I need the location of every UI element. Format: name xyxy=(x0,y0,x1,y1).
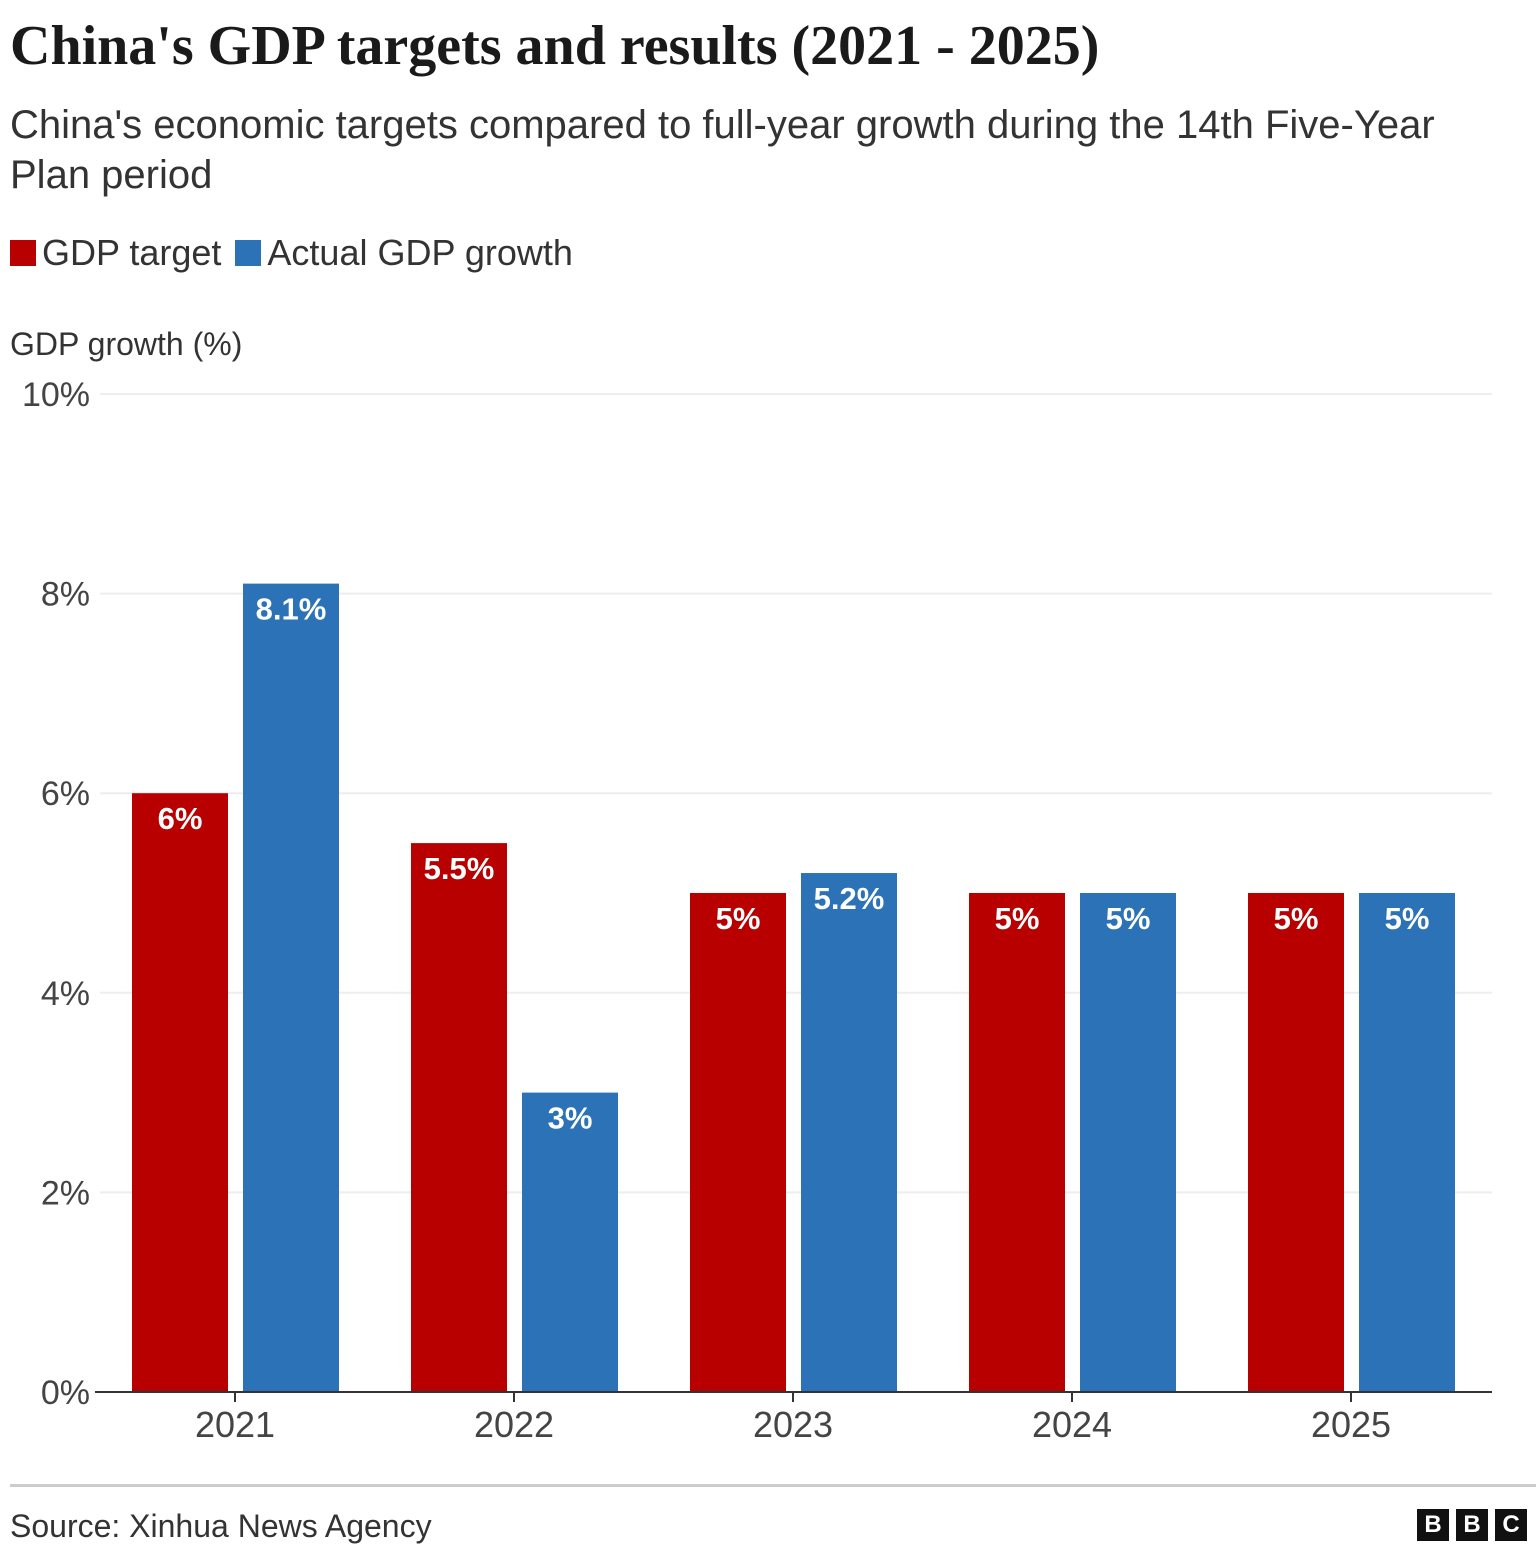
bar-actual-2025 xyxy=(1359,893,1455,1392)
data-label: 5% xyxy=(1106,901,1151,936)
data-label: 6% xyxy=(158,801,203,836)
legend-label: GDP target xyxy=(42,232,222,273)
y-tick-label: 6% xyxy=(41,775,90,813)
bar-target-2023 xyxy=(690,893,786,1392)
data-label: 3% xyxy=(548,1101,593,1136)
data-label: 5% xyxy=(1385,901,1430,936)
bar-actual-2021 xyxy=(243,583,339,1392)
x-tick-label: 2025 xyxy=(1311,1404,1391,1445)
legend-item-gdp-target: GDP target xyxy=(10,232,221,274)
y-tick-label: 4% xyxy=(41,975,90,1013)
data-label: 8.1% xyxy=(256,592,327,627)
bar-target-2024 xyxy=(969,893,1065,1392)
chart-subtitle: China's economic targets compared to ful… xyxy=(10,103,1435,197)
y-axis-label: GDP growth (%) xyxy=(10,326,243,362)
bar-target-2021 xyxy=(132,793,228,1392)
source-text: Source: Xinhua News Agency xyxy=(10,1508,432,1544)
x-tick-label: 2021 xyxy=(195,1404,275,1445)
data-label: 5% xyxy=(995,901,1040,936)
x-tick-label: 2024 xyxy=(1032,1404,1112,1445)
y-tick-label: 8% xyxy=(41,576,90,614)
bar-actual-2024 xyxy=(1080,893,1176,1392)
legend-item-actual-growth: Actual GDP growth xyxy=(235,232,573,274)
legend-label: Actual GDP growth xyxy=(267,232,573,273)
footer-divider xyxy=(10,1484,1536,1487)
x-tick-label: 2023 xyxy=(753,1404,833,1445)
data-label: 5.5% xyxy=(424,851,495,886)
bar-target-2025 xyxy=(1248,893,1344,1392)
bar-actual-2022 xyxy=(522,1092,618,1392)
y-tick-label: 2% xyxy=(41,1174,90,1212)
data-label: 5.2% xyxy=(814,881,885,916)
bar-target-2022 xyxy=(411,843,507,1392)
legend-swatch-red xyxy=(10,240,36,266)
bar-actual-2023 xyxy=(801,873,897,1392)
legend-swatch-blue xyxy=(235,240,262,266)
data-label: 5% xyxy=(1274,901,1319,936)
y-tick-label: 10% xyxy=(22,376,90,414)
legend: GDP target Actual GDP growth xyxy=(10,232,587,274)
y-tick-label: 0% xyxy=(41,1374,90,1412)
data-label: 5% xyxy=(716,901,761,936)
x-tick-label: 2022 xyxy=(474,1404,554,1445)
chart-title: China's GDP targets and results (2021 - … xyxy=(10,15,1100,77)
